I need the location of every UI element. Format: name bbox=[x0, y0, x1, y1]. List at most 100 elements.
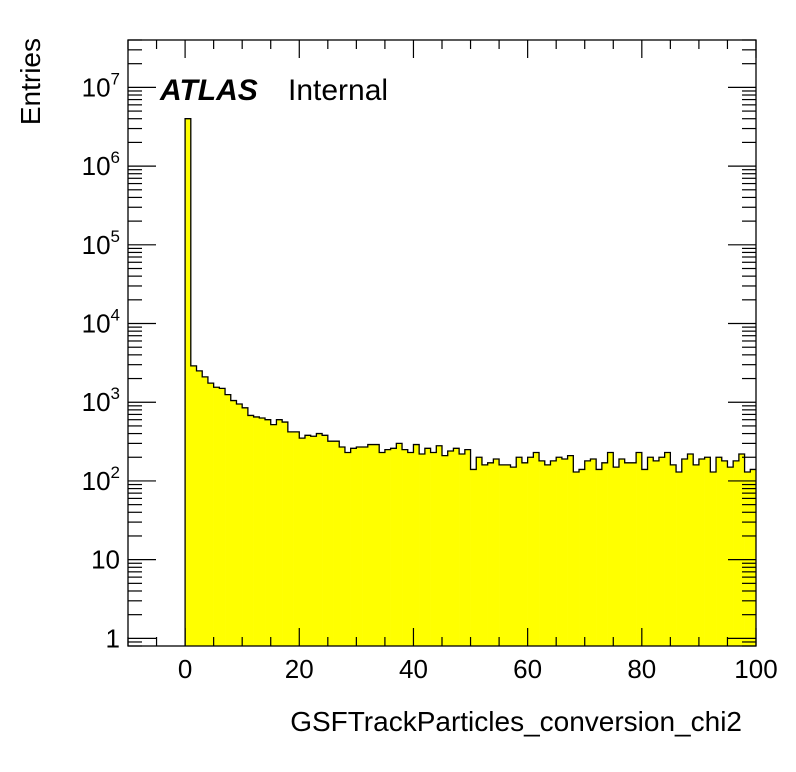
histogram-bar bbox=[402, 449, 409, 646]
histogram-bar bbox=[590, 459, 597, 646]
x-tick-label: 60 bbox=[513, 654, 542, 684]
histogram-bar bbox=[436, 445, 443, 646]
histogram-bar bbox=[556, 457, 563, 646]
y-tick-label: 105 bbox=[82, 227, 120, 260]
histogram-bar bbox=[510, 467, 517, 646]
histogram-bar bbox=[270, 424, 277, 646]
histogram-bar bbox=[230, 400, 237, 646]
histogram-bar bbox=[647, 457, 654, 646]
histogram-bar bbox=[276, 419, 283, 646]
x-tick-label: 20 bbox=[285, 654, 314, 684]
histogram-bar bbox=[744, 471, 751, 646]
histogram-bar bbox=[316, 433, 323, 646]
x-tick-label: 100 bbox=[734, 654, 777, 684]
y-tick-label: 106 bbox=[82, 148, 120, 181]
y-tick-label: 107 bbox=[82, 69, 120, 102]
histogram-bar bbox=[636, 452, 643, 646]
histogram-bar bbox=[476, 457, 483, 646]
histogram-bar bbox=[527, 457, 534, 646]
y-tick-label: 103 bbox=[82, 384, 120, 417]
histogram-bar bbox=[464, 449, 471, 646]
histogram-bar bbox=[327, 441, 334, 646]
plot-frame bbox=[127, 39, 757, 647]
histogram-bar bbox=[601, 462, 608, 646]
histogram-bar bbox=[579, 469, 586, 646]
histogram-bar bbox=[493, 459, 500, 646]
histogram-bar bbox=[390, 448, 397, 646]
histogram-bar bbox=[733, 460, 740, 646]
histogram-bar bbox=[407, 452, 414, 646]
histogram-bar bbox=[190, 365, 197, 646]
histogram-bar bbox=[236, 403, 243, 646]
histogram-bar bbox=[447, 451, 454, 646]
histogram-bar bbox=[607, 452, 614, 646]
histogram-bar bbox=[561, 459, 568, 646]
histogram-bar bbox=[396, 443, 403, 646]
histogram-bar bbox=[322, 435, 329, 646]
histogram-bar bbox=[504, 464, 511, 646]
histogram-bars bbox=[184, 118, 757, 646]
histogram-bar bbox=[419, 454, 426, 646]
histogram-bar bbox=[716, 457, 723, 646]
histogram-bar bbox=[362, 446, 369, 646]
histogram-bar bbox=[567, 455, 574, 646]
histogram-bar bbox=[350, 448, 357, 646]
histogram-bar bbox=[721, 460, 728, 646]
histogram-bar bbox=[196, 370, 203, 646]
y-tick-label: 102 bbox=[82, 463, 120, 496]
x-tick-label: 40 bbox=[399, 654, 428, 684]
histogram-bar bbox=[698, 459, 705, 646]
histogram-bar bbox=[384, 449, 391, 646]
histogram-bar bbox=[379, 452, 386, 646]
histogram-bar bbox=[356, 446, 363, 646]
histogram-bar bbox=[658, 457, 665, 646]
histogram-bar bbox=[202, 376, 209, 646]
histogram-bar bbox=[459, 454, 466, 646]
histogram-bar bbox=[653, 460, 660, 646]
histogram-bar bbox=[242, 407, 249, 646]
y-tick-label: 10 bbox=[91, 545, 120, 575]
histogram-bar bbox=[738, 454, 745, 646]
histogram-bar bbox=[544, 464, 551, 646]
histogram-bar bbox=[453, 448, 460, 646]
histogram-bar bbox=[664, 452, 671, 646]
histogram-bar bbox=[539, 460, 546, 646]
histogram-bar bbox=[430, 452, 437, 646]
x-tick-label: 0 bbox=[178, 654, 192, 684]
histogram-bar bbox=[693, 464, 700, 646]
histogram-bar bbox=[521, 462, 528, 646]
histogram-bar bbox=[339, 446, 346, 646]
histogram-bar bbox=[265, 419, 272, 646]
histogram-bar bbox=[225, 394, 232, 646]
histogram-bar bbox=[499, 464, 506, 646]
histogram-bar bbox=[516, 457, 523, 646]
histogram-bar bbox=[299, 438, 306, 646]
histogram-bar bbox=[442, 455, 449, 646]
histogram-bar bbox=[533, 452, 540, 646]
histogram-outline bbox=[184, 118, 756, 646]
histogram-bar bbox=[219, 388, 226, 646]
y-tick-label: 1 bbox=[106, 623, 120, 653]
histogram-bar bbox=[413, 444, 420, 646]
histogram-bar bbox=[487, 462, 494, 646]
internal-label: Internal bbox=[288, 74, 388, 107]
histogram-bar bbox=[310, 436, 317, 646]
histogram-bar bbox=[367, 444, 374, 646]
histogram-bar bbox=[333, 441, 340, 646]
histogram-bar bbox=[481, 464, 488, 646]
histogram-bar bbox=[750, 469, 757, 646]
histogram-bar bbox=[618, 459, 625, 646]
y-axis-title: Entries bbox=[15, 38, 46, 125]
histogram-bar bbox=[344, 452, 351, 646]
histogram-bar bbox=[630, 462, 637, 646]
histogram-bar bbox=[573, 471, 580, 646]
histogram-bar bbox=[641, 469, 648, 646]
y-tick-label: 104 bbox=[82, 306, 120, 339]
histogram-bar bbox=[676, 471, 683, 646]
histogram-bar bbox=[293, 431, 300, 646]
histogram-bar bbox=[304, 435, 311, 646]
histogram-bar bbox=[259, 418, 266, 646]
histogram-bar bbox=[282, 422, 289, 646]
histogram-bar bbox=[185, 118, 192, 646]
